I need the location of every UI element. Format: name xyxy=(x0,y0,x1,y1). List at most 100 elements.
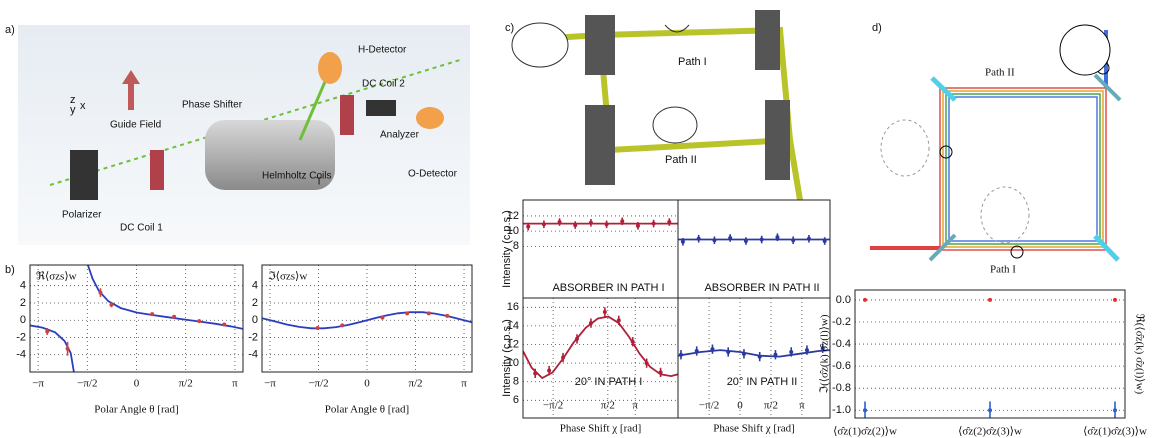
y-tick-label: 0 xyxy=(252,314,258,326)
y-tick-label: 0.0 xyxy=(836,294,851,306)
y-tick-label: -2 xyxy=(248,331,258,343)
data-point xyxy=(988,408,992,413)
plot-area xyxy=(523,307,678,380)
data-point xyxy=(678,352,683,357)
x-axis-label: Polar Angle θ [rad] xyxy=(325,404,409,416)
panel-label: d) xyxy=(872,22,882,34)
crystal-slab xyxy=(765,100,790,180)
x-tick-label: π/2 xyxy=(601,400,615,412)
data-point xyxy=(533,371,538,376)
setup-label: Analyzer xyxy=(380,130,420,141)
setup-label: Guide Field xyxy=(110,120,161,131)
plot-frame xyxy=(29,264,244,373)
path-red xyxy=(939,87,1107,251)
data-point xyxy=(197,319,202,324)
data-point xyxy=(741,351,746,356)
x-tick-label: π xyxy=(461,378,467,390)
data-point xyxy=(773,352,778,357)
setup-label: Helmholtz Coils xyxy=(262,171,331,182)
data-point xyxy=(315,325,320,330)
plot-frame xyxy=(854,289,1126,419)
chart: 0.0 -0.2 -0.4 -0.6 -0.8 -1.0 ⟨σ̂z(1)σ̂z(2)⟩w ⟨σ… xyxy=(819,289,1147,438)
data-point xyxy=(45,329,50,334)
y-tick-label: -0.2 xyxy=(832,316,851,328)
crystal-slab xyxy=(755,10,780,70)
data-point xyxy=(759,237,764,242)
data-point xyxy=(426,311,431,316)
path-label: Path II xyxy=(985,67,1015,79)
panel-label: a) xyxy=(5,24,15,36)
path-label: Path I xyxy=(990,264,1016,276)
data-point xyxy=(547,368,552,373)
marker-circle xyxy=(939,145,953,159)
y-tick-label: 2 xyxy=(252,297,258,309)
zoom-circle xyxy=(1059,24,1111,76)
y-tick-label: -2 xyxy=(16,331,26,343)
x-tick-label: ⟨σ̂z(1)σ̂z(3)⟩w xyxy=(1083,426,1147,438)
y-tick-label: 4 xyxy=(252,280,258,292)
data-point xyxy=(526,224,531,229)
data-point xyxy=(757,354,762,359)
o-detector xyxy=(416,107,444,129)
setup-label: T xyxy=(316,177,322,188)
x-axis-label: Phase Shift χ [rad] xyxy=(713,423,795,435)
beam-splitter xyxy=(928,233,957,262)
y-tick-label: 4 xyxy=(20,280,26,292)
y-tick-label: 6 xyxy=(513,394,519,406)
y-tick-label: -0.8 xyxy=(832,382,851,394)
setup-label: DC Coil 1 xyxy=(120,223,163,234)
path-label: Path II xyxy=(665,154,697,166)
x-tick-label: ⟨σ̂z(1)σ̂z(2)⟩w xyxy=(833,426,897,438)
data-point xyxy=(863,297,867,302)
mirror xyxy=(1093,234,1120,262)
data-point xyxy=(588,220,593,225)
y-tick-label: 10 xyxy=(507,225,519,237)
guide-field-arrow xyxy=(128,82,134,110)
cat xyxy=(652,106,698,144)
y-tick-label: -4 xyxy=(248,349,258,361)
data-point xyxy=(644,361,649,366)
data-point xyxy=(658,370,663,375)
plot-background xyxy=(523,200,678,298)
data-point xyxy=(635,223,640,228)
x-tick-label: π xyxy=(632,400,638,412)
data-point xyxy=(602,309,607,314)
setup-label: H-Detector xyxy=(358,45,407,56)
x-tick-label: π xyxy=(232,378,238,390)
polarizer xyxy=(70,150,98,200)
x-tick-label: −π/2 xyxy=(699,400,719,412)
data-point xyxy=(822,239,827,244)
data-point xyxy=(710,347,715,352)
data-point xyxy=(820,346,825,351)
path-diagram xyxy=(870,24,1122,262)
axis-glyph: y xyxy=(70,104,76,116)
cat-illustration xyxy=(511,10,803,201)
plot-area xyxy=(678,343,830,362)
y-tick-label: 16 xyxy=(507,301,519,313)
plot-frame xyxy=(677,297,831,419)
crystal-slab xyxy=(585,105,615,185)
chart: −π/2 0 π/2 π Phase Shift χ [rad] 20° IN PATH … xyxy=(677,297,831,435)
setup-label: O-Detector xyxy=(408,169,458,180)
x-tick-label: −π/2 xyxy=(308,378,328,390)
x-tick-label: −π/2 xyxy=(543,400,563,412)
data-point xyxy=(863,408,867,413)
x-tick-label: −π xyxy=(264,378,276,390)
data-point xyxy=(1113,408,1117,413)
data-point xyxy=(588,321,593,326)
plot-background xyxy=(678,200,830,298)
setup-illustration xyxy=(18,25,470,245)
data-point xyxy=(806,236,811,241)
zoom-bubble xyxy=(980,186,1030,244)
data-point xyxy=(574,336,579,341)
data-point xyxy=(561,355,566,360)
data-point xyxy=(541,222,546,227)
y-axis-label: Intensity (c.p.s.) xyxy=(501,210,513,288)
beam-out xyxy=(787,139,803,201)
data-point xyxy=(405,311,410,316)
chart: ABSORBER IN PATH II xyxy=(677,199,831,299)
plot-area xyxy=(523,217,678,231)
x-tick-label: −π xyxy=(32,378,44,390)
path-orange xyxy=(942,90,1104,248)
